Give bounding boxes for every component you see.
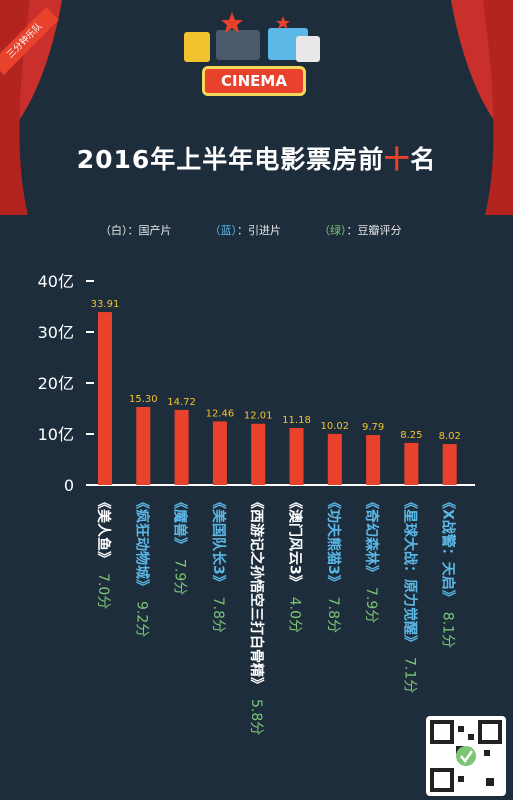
cup-icon bbox=[296, 36, 320, 62]
data-label: 33.91 bbox=[91, 299, 120, 310]
category-label: 《奇幻森林》 7.9分 bbox=[363, 495, 380, 623]
data-label: 9.79 bbox=[362, 422, 384, 433]
rating-label: 7.1分 bbox=[401, 657, 417, 693]
category-label: 《美人鱼》 7.0分 bbox=[95, 495, 112, 609]
legend-label: ：国产片 bbox=[127, 224, 172, 237]
data-label: 12.01 bbox=[244, 411, 273, 422]
rating-label: 7.9分 bbox=[363, 587, 379, 623]
category-label: 《星球大战：原力觉醒》 7.1分 bbox=[401, 495, 418, 693]
category-label: 《西游记之孙悟空三打白骨精》 5.8分 bbox=[248, 495, 265, 735]
category-label: 《X战警：天启》 8.1分 bbox=[440, 495, 457, 648]
rating-label: 7.0分 bbox=[95, 573, 111, 609]
data-label: 15.30 bbox=[129, 394, 158, 405]
category-label: 《美国队长3》 7.8分 bbox=[210, 495, 227, 633]
bar bbox=[366, 435, 381, 485]
clapper-icon bbox=[216, 30, 260, 60]
qr-code[interactable] bbox=[426, 716, 506, 796]
legend-label: ：引进片 bbox=[237, 224, 281, 237]
bar bbox=[327, 433, 342, 485]
movie-title: 《功夫熊猫3》 bbox=[325, 495, 342, 589]
right-curtain-drape bbox=[483, 0, 513, 215]
movie-title: 《疯狂动物城》 bbox=[133, 495, 150, 593]
popcorn-icon bbox=[184, 32, 210, 62]
bar bbox=[174, 409, 189, 485]
legend-item-domestic: （白）：国产片 bbox=[100, 222, 172, 238]
star-icon bbox=[221, 12, 243, 33]
movie-title: 《澳门风云3》 bbox=[287, 495, 304, 589]
rating-label: 7.8分 bbox=[325, 597, 341, 633]
data-label: 8.02 bbox=[439, 431, 461, 442]
legend-key: （蓝） bbox=[209, 224, 238, 237]
legend: （白）：国产片 （蓝）：引进片 （绿）：豆瓣评分 bbox=[100, 222, 480, 238]
bar bbox=[251, 423, 266, 485]
legend-item-rating: （绿）：豆瓣评分 bbox=[319, 222, 402, 238]
category-label: 《魔兽》 7.9分 bbox=[172, 495, 189, 595]
bar bbox=[404, 442, 419, 485]
bar bbox=[442, 444, 457, 485]
legend-key: （白） bbox=[100, 224, 128, 237]
legend-item-imported: （蓝）：引进片 bbox=[210, 222, 282, 238]
data-label: 10.02 bbox=[320, 421, 349, 432]
cinema-sign: CINEMA bbox=[202, 66, 306, 96]
title-text: 2016年上半年电影票房前 bbox=[76, 145, 385, 174]
y-tick-label: 30亿 bbox=[38, 323, 74, 342]
qr-code-icon bbox=[430, 720, 502, 792]
page-title: 2016年上半年电影票房前十名 bbox=[0, 140, 513, 176]
bar bbox=[289, 427, 304, 485]
bar bbox=[98, 312, 112, 485]
category-label: 《功夫熊猫3》 7.8分 bbox=[325, 495, 342, 633]
y-tick-label: 20亿 bbox=[38, 374, 74, 393]
category-label: 《疯狂动物城》 9.2分 bbox=[133, 495, 150, 637]
title-highlight: 十 bbox=[384, 145, 411, 174]
movie-title: 《星球大战：原力觉醒》 bbox=[401, 495, 418, 649]
star-icon-2 bbox=[276, 16, 290, 29]
rating-label: 7.8分 bbox=[210, 597, 226, 633]
movie-title: 《美国队长3》 bbox=[210, 495, 227, 589]
data-label: 14.72 bbox=[167, 397, 196, 408]
category-label: 《澳门风云3》 4.0分 bbox=[287, 495, 304, 633]
title-suffix: 名 bbox=[410, 145, 437, 174]
rating-label: 8.1分 bbox=[440, 612, 456, 648]
bar bbox=[212, 421, 227, 485]
data-label: 12.46 bbox=[206, 408, 235, 419]
movie-title: 《魔兽》 bbox=[172, 495, 189, 551]
data-label: 8.25 bbox=[400, 430, 422, 441]
movie-title: 《西游记之孙悟空三打白骨精》 bbox=[248, 495, 265, 691]
y-tick-label: 0 bbox=[64, 476, 74, 495]
movie-title: 《X战警：天启》 bbox=[440, 495, 457, 604]
movie-title: 《美人鱼》 bbox=[95, 495, 112, 565]
rating-label: 7.9分 bbox=[172, 559, 188, 595]
data-label: 11.18 bbox=[282, 415, 311, 426]
rating-label: 5.8分 bbox=[248, 699, 264, 735]
rating-label: 9.2分 bbox=[133, 601, 149, 637]
y-tick-label: 40亿 bbox=[38, 272, 74, 291]
bar bbox=[136, 406, 151, 485]
rating-label: 4.0分 bbox=[287, 597, 303, 633]
movie-title: 《奇幻森林》 bbox=[363, 495, 380, 579]
legend-label: ：豆瓣评分 bbox=[346, 224, 402, 237]
y-tick-label: 10亿 bbox=[38, 425, 74, 444]
legend-key: （绿） bbox=[319, 224, 347, 237]
